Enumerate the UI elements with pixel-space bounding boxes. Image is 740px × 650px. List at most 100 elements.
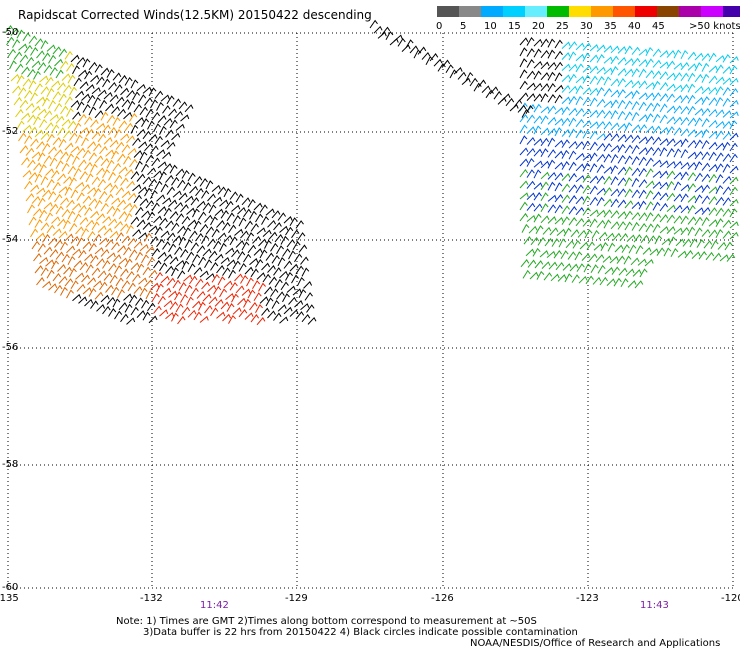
wind-barb	[61, 253, 70, 263]
wind-barb	[91, 221, 100, 231]
wind-barb	[724, 241, 733, 251]
wind-barb	[547, 216, 557, 224]
wind-barb	[561, 139, 570, 148]
wind-barb	[541, 261, 551, 269]
wind-barb	[633, 234, 643, 243]
wind-barb	[48, 237, 57, 246]
wind-barb	[607, 242, 616, 252]
wind-barb	[141, 210, 151, 218]
wind-barb	[625, 268, 635, 277]
wind-barb	[715, 120, 725, 129]
wind-barb	[582, 108, 592, 117]
wind-barb	[610, 55, 619, 65]
wind-barb	[603, 219, 612, 229]
wind-barb	[687, 139, 697, 148]
wind-barb	[171, 132, 181, 141]
wind-barb	[73, 213, 82, 223]
wind-barb	[196, 290, 206, 299]
wind-barb	[73, 122, 82, 132]
wind-barb	[280, 235, 289, 245]
wind-barb	[631, 144, 640, 154]
wind-barb	[582, 87, 592, 95]
wind-barb	[645, 223, 654, 233]
wind-barb	[654, 235, 663, 245]
wind-barb	[148, 134, 158, 142]
wind-barb	[85, 219, 95, 228]
wind-barb	[202, 293, 212, 302]
wind-barb	[551, 238, 560, 247]
wind-barb	[393, 34, 403, 42]
wind-barb	[582, 42, 592, 51]
legend-label: 15	[508, 21, 521, 32]
wind-barb	[453, 67, 463, 75]
wind-barb	[25, 193, 35, 202]
wind-barb	[575, 129, 584, 139]
wind-barb	[100, 294, 110, 303]
wind-barb	[129, 204, 138, 213]
wind-barb	[549, 227, 559, 236]
wind-barb	[154, 180, 163, 190]
wind-barb	[526, 214, 536, 222]
wind-barb	[596, 153, 606, 162]
wind-barb	[178, 101, 188, 110]
wind-barb	[81, 93, 91, 101]
wind-barb	[28, 126, 38, 135]
wind-barb	[99, 99, 108, 109]
wind-barb	[250, 268, 259, 278]
wind-barb	[57, 264, 66, 272]
legend-label: 0	[436, 21, 443, 32]
wind-barb	[602, 255, 612, 263]
wind-barb	[154, 135, 163, 145]
wind-barb	[616, 255, 626, 264]
wind-barb	[519, 80, 528, 90]
wind-barb	[519, 47, 528, 57]
wind-barb	[76, 101, 85, 111]
wind-barb	[659, 202, 669, 212]
wind-barb	[666, 105, 676, 113]
wind-barb	[520, 259, 530, 268]
wind-barb	[57, 127, 66, 136]
wind-barb	[196, 245, 206, 254]
wind-barb	[583, 263, 592, 273]
wind-barb	[103, 137, 113, 145]
wind-barb	[519, 92, 529, 101]
wind-barb	[526, 93, 536, 101]
wind-barb	[61, 208, 71, 218]
wind-barb	[554, 204, 563, 214]
wind-barb	[568, 184, 578, 193]
wind-barb	[701, 228, 711, 237]
wind-barb	[262, 273, 271, 283]
wind-barb	[606, 278, 616, 286]
wind-barb	[719, 254, 729, 262]
wind-barb	[199, 315, 209, 323]
wind-barb	[229, 236, 238, 246]
wind-barb	[547, 61, 557, 70]
wind-barb	[701, 184, 711, 193]
wind-barb	[535, 225, 544, 235]
wind-barb	[582, 153, 592, 161]
wind-barb	[7, 48, 16, 58]
wind-barb	[135, 206, 144, 216]
wind-barb	[120, 223, 129, 232]
wind-barb	[69, 177, 77, 187]
wind-barb	[645, 168, 654, 178]
wind-barb	[631, 177, 640, 187]
wind-barb	[126, 180, 135, 189]
wind-barb	[105, 239, 114, 248]
wind-barb	[610, 133, 620, 142]
wind-barb	[556, 228, 566, 236]
wind-barb	[729, 111, 739, 119]
wind-barb	[276, 291, 285, 300]
wind-barb	[132, 137, 141, 146]
wind-barb	[617, 68, 627, 76]
wind-barb	[409, 45, 419, 54]
wind-barb	[533, 169, 542, 179]
wind-barb	[111, 150, 119, 160]
wind-barb	[69, 222, 78, 232]
wind-barb	[204, 305, 213, 314]
wind-barb	[208, 296, 218, 305]
wind-barb	[99, 145, 108, 155]
wind-barb	[525, 105, 534, 115]
wind-barb	[97, 178, 106, 188]
wind-barb	[701, 73, 710, 83]
